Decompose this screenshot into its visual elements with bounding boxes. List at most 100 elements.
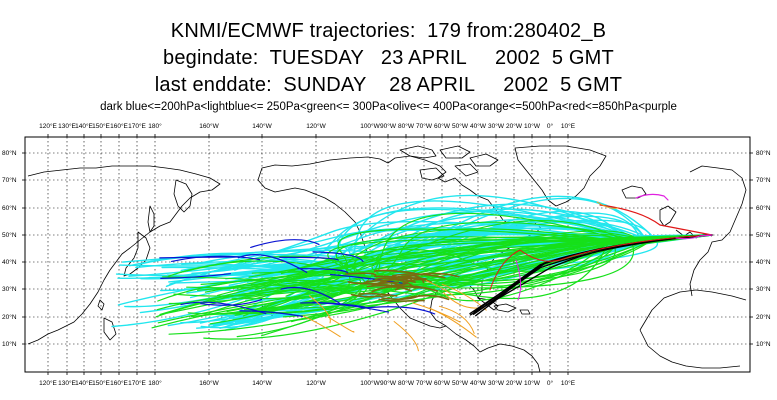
trajectory-green (260, 234, 713, 294)
trajectory-green (223, 234, 713, 298)
coast-africa (639, 289, 747, 369)
lat-label-left: 50°N (2, 231, 17, 239)
trajectory-green (210, 228, 713, 315)
lon-label-bottom: 80°W (398, 379, 415, 387)
trajectory-purple (635, 193, 669, 201)
trajectory-olive (391, 273, 446, 279)
lat-label-right: 20°N (756, 313, 771, 321)
trajectory-olive (381, 294, 421, 300)
trajectory-dark-blue (360, 306, 436, 315)
trajectory-green (250, 228, 713, 287)
trajectory-olive (394, 285, 438, 292)
trajectory-dark-blue (312, 251, 364, 263)
trajectory-olive (344, 272, 377, 276)
coast-europe (659, 165, 747, 297)
lon-label-bottom: 180° (148, 379, 162, 387)
lon-label-top: 40°W (470, 122, 487, 130)
trajectory-green (200, 234, 713, 285)
coast-sakhalin (147, 205, 155, 233)
lon-label-top: 0° (547, 122, 554, 130)
coast-kamchatka (173, 179, 193, 213)
trajectory-green (248, 234, 713, 278)
trajectory-dark-blue (171, 255, 261, 262)
lat-label-right: 70°N (756, 176, 771, 184)
trajectory-dark-blue (279, 256, 339, 261)
lon-label-bottom: 160°W (199, 379, 219, 387)
title-line-1: KNMI/ECMWF trajectories: 179 from:280402… (170, 20, 607, 42)
trajectory-red (599, 204, 713, 236)
trajectory-green (253, 234, 713, 314)
trajectory-orange (308, 295, 331, 324)
lat-label-left: 30°N (2, 285, 17, 293)
coast-asia (27, 165, 221, 345)
trajectory-green (162, 234, 713, 296)
lon-label-top: 170°E (128, 122, 146, 130)
trajectory-orange (428, 307, 477, 338)
lon-label-top: 50°W (452, 122, 469, 130)
trajectory-dark-blue (250, 239, 320, 248)
trajectory-dark-blue (200, 298, 263, 306)
trajectory-olive (402, 278, 433, 284)
lon-label-top: 90°W (380, 122, 397, 130)
trajectory-dark-blue (180, 301, 267, 315)
lon-label-bottom: 20°W (506, 379, 523, 387)
trajectory-purple (675, 234, 713, 240)
lon-label-top: 30°W (488, 122, 505, 130)
coast-iceland (621, 185, 647, 199)
coast-arctic-islands (399, 145, 499, 181)
lon-label-bottom: 60°W (434, 379, 451, 387)
lon-label-top: 60°W (434, 122, 451, 130)
lat-label-left: 20°N (2, 313, 17, 321)
lat-label-left: 40°N (2, 258, 17, 266)
lat-label-left: 80°N (2, 149, 17, 157)
lon-label-bottom: 0° (547, 379, 554, 387)
trajectory-light-blue (169, 220, 713, 285)
lon-label-top: 80°W (398, 122, 415, 130)
trajectory-orange (393, 321, 419, 352)
trajectory-dark-blue (300, 302, 389, 313)
trajectory-dark-blue (312, 301, 368, 309)
lon-label-top: 130°E (58, 122, 76, 130)
trajectory-red (519, 234, 713, 262)
trajectory-purple (515, 259, 522, 301)
lon-label-bottom: 10°E (561, 379, 576, 387)
lon-label-top: 180° (148, 122, 162, 130)
trajectory-olive (378, 298, 425, 302)
lon-label-top: 140°W (252, 122, 272, 130)
trajectory-olive (350, 293, 390, 298)
trajectory-green (155, 234, 713, 318)
lon-label-bottom: 120°W (306, 379, 326, 387)
lon-label-bottom: 90°W (380, 379, 397, 387)
lat-label-left: 60°N (2, 204, 17, 212)
trajectory-dark-blue (280, 286, 341, 304)
trajectory-orange (412, 302, 461, 323)
trajectory-orange (302, 315, 341, 338)
lat-label-right: 60°N (756, 204, 771, 212)
trajectory-orange (596, 201, 619, 209)
pressure-legend: dark blue<=200hPa<lightblue<= 250Pa<gree… (100, 101, 677, 113)
trajectory-olive (358, 292, 398, 297)
lon-label-top: 70°W (416, 122, 433, 130)
coast-greenland (514, 145, 607, 207)
lon-label-top: 10°W (524, 122, 541, 130)
lat-label-left: 10°N (2, 340, 17, 348)
title-line-2: begindate: TUESDAY 23 APRIL 2002 5 GMT (163, 47, 614, 69)
trajectory-dark-blue (160, 273, 231, 279)
coast-south-america (445, 297, 560, 373)
trajectory-dark-blue (159, 256, 244, 259)
lon-label-bottom: 140°W (252, 379, 272, 387)
trajectory-light-blue (124, 221, 713, 308)
lon-label-bottom: 160°E (110, 379, 128, 387)
trajectory-olive (397, 275, 427, 280)
lon-label-bottom: 30°W (488, 379, 505, 387)
trajectory-dark-blue (239, 310, 304, 317)
lat-label-right: 30°N (756, 285, 771, 293)
lon-label-bottom: 70°W (416, 379, 433, 387)
lat-label-left: 70°N (2, 176, 17, 184)
lon-label-bottom: 50°W (452, 379, 469, 387)
coast-philippines (97, 299, 117, 341)
trajectory-green (216, 234, 713, 296)
title-line-3: last enddate: SUNDAY 28 APRIL 2002 5 GMT (154, 74, 623, 96)
trajectory-light-blue (166, 224, 713, 277)
